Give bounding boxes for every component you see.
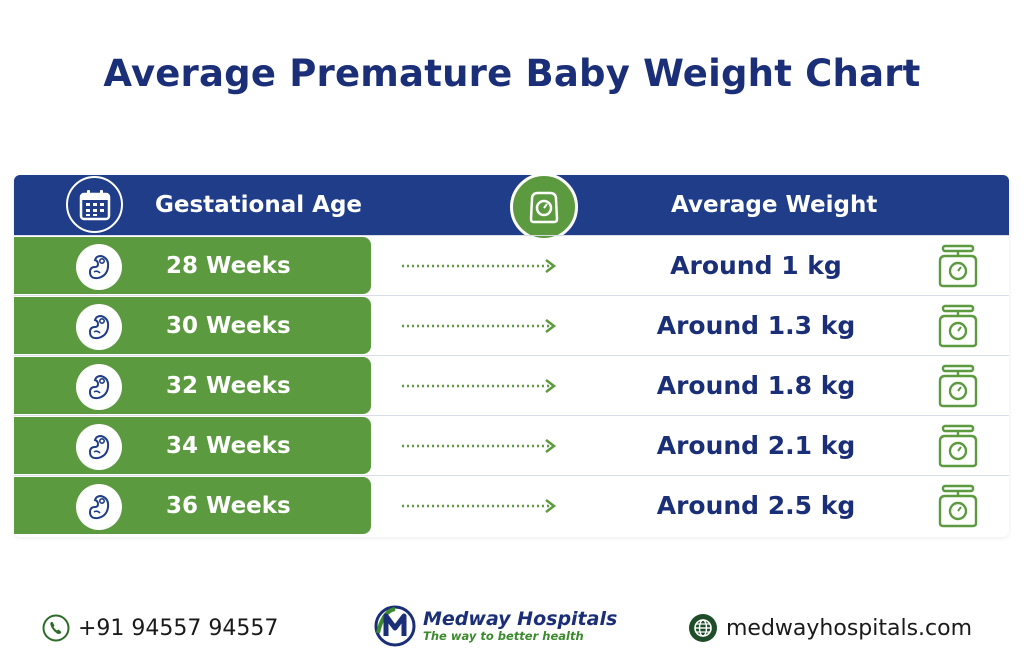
- header-average-weight: Average Weight: [671, 192, 878, 218]
- table-row: 28 Weeks Around 1 kg: [14, 235, 1009, 295]
- age-cell: 32 Weeks: [14, 357, 371, 414]
- weight-label: Around 2.1 kg: [656, 431, 856, 460]
- table-header: Gestational Age Average Weight: [14, 173, 1009, 241]
- arrow-icon: [402, 319, 557, 333]
- website-url: medwayhospitals.com: [726, 615, 973, 641]
- weight-label: Around 1.8 kg: [656, 371, 856, 400]
- age-cell: 34 Weeks: [14, 417, 371, 474]
- age-label: 34 Weeks: [166, 433, 291, 459]
- table-row: 36 Weeks Around 2.5 kg: [14, 475, 1009, 535]
- age-cell: 30 Weeks: [14, 297, 371, 354]
- baby-icon: [76, 304, 122, 350]
- age-label: 30 Weeks: [166, 313, 291, 339]
- baby-icon: [76, 424, 122, 470]
- age-cell: 36 Weeks: [14, 477, 371, 534]
- age-label: 32 Weeks: [166, 373, 291, 399]
- scale-icon: [938, 244, 978, 288]
- scale-icon: [938, 364, 978, 408]
- scale-icon: [938, 424, 978, 468]
- table-row: 32 Weeks Around 1.8 kg: [14, 355, 1009, 415]
- header-gestational-age: Gestational Age: [155, 192, 363, 218]
- brand-name: Medway Hospitals: [423, 608, 618, 630]
- brand-tagline: The way to better health: [423, 629, 584, 643]
- calendar-icon: [66, 176, 123, 233]
- page-title: Average Premature Baby Weight Chart: [103, 52, 921, 95]
- scale-icon: [510, 173, 578, 241]
- arrow-icon: [402, 499, 557, 513]
- arrow-icon: [402, 379, 557, 393]
- arrow-icon: [402, 259, 557, 273]
- phone-icon: [42, 614, 70, 642]
- age-label: 28 Weeks: [166, 253, 291, 279]
- weight-label: Around 2.5 kg: [656, 491, 856, 520]
- phone-number: +91 94557 94557: [78, 615, 279, 641]
- baby-icon: [76, 484, 122, 530]
- weight-table: Gestational Age Average Weight 28 Weeks …: [14, 173, 1009, 537]
- medway-logo-icon: [374, 605, 416, 647]
- scale-icon: [938, 484, 978, 528]
- weight-label: Around 1 kg: [670, 251, 842, 280]
- age-label: 36 Weeks: [166, 493, 291, 519]
- arrow-icon: [402, 439, 557, 453]
- footer-website[interactable]: medwayhospitals.com: [688, 613, 972, 643]
- scale-icon: [938, 304, 978, 348]
- weight-label: Around 1.3 kg: [656, 311, 856, 340]
- baby-icon: [76, 364, 122, 410]
- table-row: 34 Weeks Around 2.1 kg: [14, 415, 1009, 475]
- table-row: 30 Weeks Around 1.3 kg: [14, 295, 1009, 355]
- footer-phone[interactable]: +91 94557 94557: [42, 614, 278, 642]
- baby-icon: [76, 244, 122, 290]
- age-cell: 28 Weeks: [14, 237, 371, 294]
- globe-icon: [689, 614, 717, 642]
- brand-logo: Medway Hospitals The way to better healt…: [373, 603, 617, 649]
